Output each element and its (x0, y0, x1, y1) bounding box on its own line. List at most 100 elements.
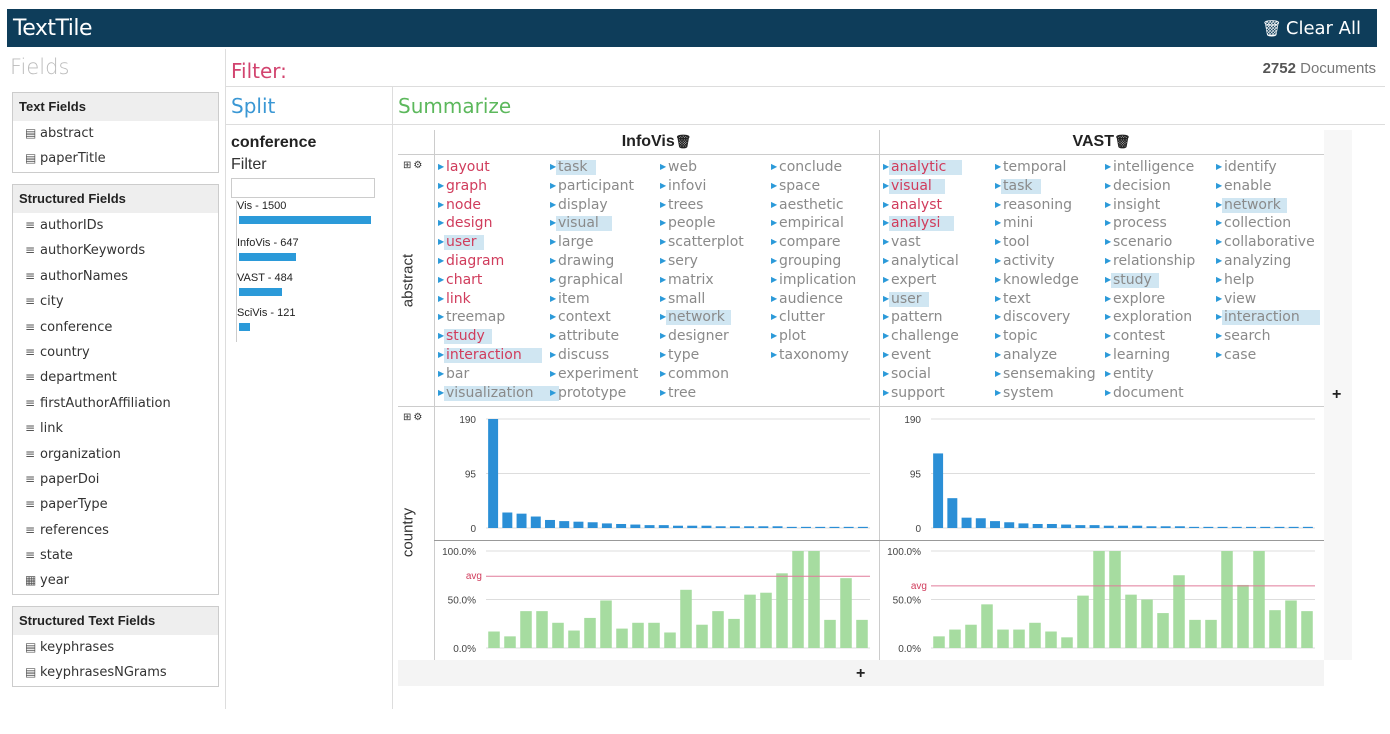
keyword-item[interactable]: ▶ analyst (881, 196, 959, 215)
keyword-item[interactable]: ▶ plot (769, 327, 856, 346)
chart-bar[interactable] (1013, 629, 1025, 648)
trash-icon[interactable]: 🗑 (674, 134, 692, 149)
keyword-item[interactable]: ▶ insight (1103, 196, 1195, 215)
chart-bar[interactable] (587, 522, 598, 528)
keyword-item[interactable]: ▶ view (1214, 290, 1315, 309)
chart-bar[interactable] (1260, 526, 1271, 528)
keyword-item[interactable]: ▶ topic (993, 327, 1096, 346)
keyword-item[interactable]: ▶ compare (769, 233, 856, 252)
chart-bar[interactable] (744, 594, 756, 648)
field-item[interactable]: ▤ abstract (13, 121, 218, 146)
field-item[interactable]: ▤ paperTitle (13, 146, 218, 171)
chart-bar[interactable] (504, 636, 516, 648)
chart-bar[interactable] (648, 622, 660, 648)
field-item[interactable]: ≡ department (13, 365, 218, 390)
keyword-item[interactable]: ▶ visualization (436, 384, 560, 403)
chart-bar[interactable] (516, 513, 527, 528)
chart-bar[interactable] (801, 526, 811, 528)
chart-bar[interactable] (573, 521, 584, 528)
chart-bar[interactable] (1221, 551, 1233, 648)
trash-icon[interactable]: 🗑 (1113, 134, 1131, 149)
chart-bar[interactable] (584, 617, 596, 648)
field-item[interactable]: ≡ country (13, 340, 218, 365)
chart-bar[interactable] (673, 525, 683, 528)
keyword-item[interactable]: ▶ context (548, 308, 638, 327)
chart-bar[interactable] (616, 628, 628, 648)
chart-bar[interactable] (1157, 613, 1169, 648)
gear-icon[interactable]: ⚙ (413, 160, 425, 171)
keyword-item[interactable]: ▶ node (436, 196, 533, 215)
keyword-item[interactable]: ▶ graphical (548, 271, 638, 290)
field-item[interactable]: ≡ authorKeywords (13, 238, 218, 263)
keyword-item[interactable]: ▶ analysi (881, 214, 959, 233)
chart-bar[interactable] (961, 517, 972, 528)
field-item[interactable]: ≡ authorNames (13, 264, 218, 289)
chart-bar[interactable] (1288, 526, 1299, 528)
split-bar[interactable]: Vis - 1500 (237, 200, 371, 224)
chart-bar[interactable] (729, 526, 740, 528)
keyword-item[interactable]: ▶ social (881, 365, 959, 384)
chart-bar[interactable] (559, 521, 570, 528)
keyword-item[interactable]: ▶ design (436, 214, 533, 233)
chart-bar[interactable] (776, 573, 788, 648)
chart-bar[interactable] (1301, 611, 1313, 648)
split-bar[interactable]: InfoVis - 647 (237, 237, 299, 261)
chart-bar[interactable] (760, 592, 772, 648)
keyword-item[interactable]: ▶ collection (1214, 214, 1315, 233)
chart-bar[interactable] (630, 524, 641, 528)
chart-bar[interactable] (552, 622, 564, 648)
keyword-item[interactable]: ▶ display (548, 196, 638, 215)
chart-bar[interactable] (758, 526, 769, 528)
keyword-item[interactable]: ▶ discovery (993, 308, 1096, 327)
chart-bar[interactable] (530, 516, 541, 528)
keyword-item[interactable]: ▶ infovi (658, 177, 744, 196)
keyword-item[interactable]: ▶ tool (993, 233, 1096, 252)
keyword-item[interactable]: ▶ learning (1103, 346, 1195, 365)
keyword-item[interactable]: ▶ process (1103, 214, 1195, 233)
keyword-item[interactable]: ▶ analyze (993, 346, 1096, 365)
keyword-item[interactable]: ▶ drawing (548, 252, 638, 271)
chart-bar[interactable] (701, 525, 712, 528)
chart-bar[interactable] (1132, 525, 1143, 528)
chart-bar[interactable] (1231, 526, 1242, 528)
keyword-item[interactable]: ▶ grouping (769, 252, 856, 271)
field-item[interactable]: ≡ references (13, 518, 218, 543)
chart-bar[interactable] (1174, 526, 1185, 528)
keyword-item[interactable]: ▶ small (658, 290, 744, 309)
keyword-item[interactable]: ▶ support (881, 384, 959, 403)
chart-bar[interactable] (1189, 619, 1201, 648)
keyword-item[interactable]: ▶ reasoning (993, 196, 1096, 215)
chart-bar[interactable] (1089, 525, 1100, 528)
chart-bar[interactable] (1146, 526, 1157, 528)
chart-bar[interactable] (658, 525, 669, 528)
chart-bar[interactable] (947, 498, 958, 528)
chart-bar[interactable] (1061, 524, 1072, 528)
field-item[interactable]: ▤ keyphrases (13, 635, 218, 660)
keyword-item[interactable]: ▶ knowledge (993, 271, 1096, 290)
keyword-item[interactable]: ▶ temporal (993, 158, 1096, 177)
field-item[interactable]: ≡ organization (13, 442, 218, 467)
add-column-button[interactable]: + (1332, 386, 1342, 403)
chart-bar[interactable] (488, 419, 499, 528)
keyword-item[interactable]: ▶ study (1103, 271, 1195, 290)
keyword-item[interactable]: ▶ diagram (436, 252, 533, 271)
field-item[interactable]: ≡ paperDoi (13, 467, 218, 492)
chart-bar[interactable] (715, 526, 726, 528)
chart-bar[interactable] (1103, 525, 1114, 528)
chart-bar[interactable] (1246, 526, 1256, 528)
chart-bar[interactable] (1203, 526, 1214, 528)
chart-bar[interactable] (728, 618, 740, 648)
keyword-item[interactable]: ▶ designer (658, 327, 744, 346)
keyword-item[interactable]: ▶ interaction (436, 346, 543, 365)
keyword-item[interactable]: ▶ identify (1214, 158, 1315, 177)
keyword-item[interactable]: ▶ attribute (548, 327, 638, 346)
collapse-icon[interactable]: ⊞ (403, 412, 414, 423)
keyword-item[interactable]: ▶ graph (436, 177, 533, 196)
chart-bar[interactable] (1075, 525, 1086, 528)
keyword-item[interactable]: ▶ study (436, 327, 533, 346)
keyword-item[interactable]: ▶ contest (1103, 327, 1195, 346)
chart-bar[interactable] (1274, 526, 1285, 528)
collapse-icon[interactable]: ⊞ (403, 160, 414, 171)
chart-bar[interactable] (840, 578, 852, 648)
chart-bar[interactable] (933, 453, 944, 528)
